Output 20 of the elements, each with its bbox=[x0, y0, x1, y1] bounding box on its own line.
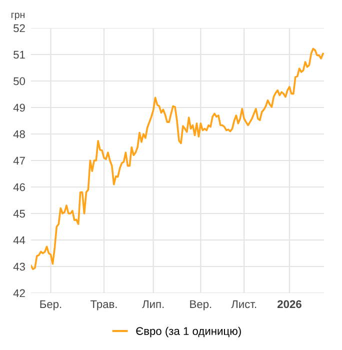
legend-label: Євро (за 1 одиницю) bbox=[136, 326, 241, 338]
y-tick-label: 49 bbox=[13, 104, 25, 112]
y-tick-label: 45 bbox=[13, 210, 25, 218]
y-tick-label: 48 bbox=[13, 130, 25, 138]
x-tick-label: Лип. bbox=[142, 300, 164, 308]
y-tick-label: 52 bbox=[14, 24, 25, 32]
x-tick-label: Бер. bbox=[40, 300, 62, 310]
y-tick-label: 51 bbox=[14, 50, 25, 59]
x-tick-label: Трав. bbox=[90, 300, 117, 310]
x-tick-label: 2026 bbox=[278, 300, 302, 308]
x-tick-label: Вер. bbox=[190, 300, 212, 310]
x-tick-label: Лист. bbox=[231, 300, 256, 308]
line-series bbox=[31, 48, 324, 270]
y-tick-label: 50 bbox=[14, 77, 26, 86]
y-tick-label: 42 bbox=[13, 289, 25, 298]
y-tick-label: 46 bbox=[13, 183, 25, 192]
y-tick-label: 47 bbox=[13, 156, 25, 165]
y-tick-label: 43 bbox=[13, 262, 25, 271]
y-axis-title: грн bbox=[11, 12, 24, 20]
y-tick-label: 44 bbox=[13, 236, 26, 244]
